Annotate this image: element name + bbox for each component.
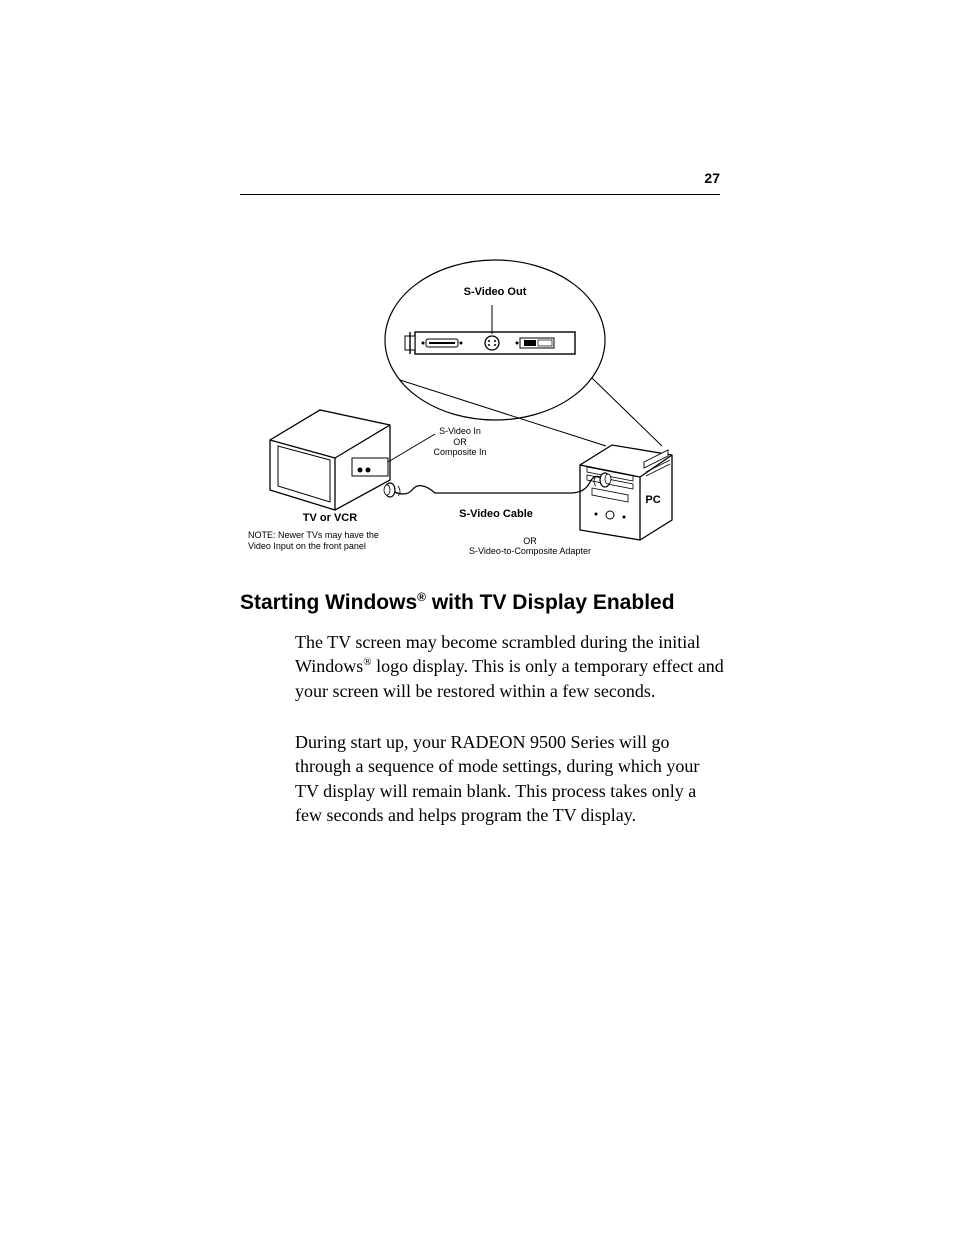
tv-vcr-icon [270, 410, 435, 510]
heading-reg: ® [417, 590, 426, 604]
heading-post: with TV Display Enabled [426, 591, 675, 614]
label-composite-in: Composite In [420, 447, 500, 457]
label-svideo-out: S-Video Out [440, 286, 550, 298]
label-or-1: OR [420, 437, 500, 447]
label-tv-vcr: TV or VCR [290, 512, 370, 524]
pc-icon [580, 445, 672, 540]
label-adapter: S-Video-to-Composite Adapter [430, 546, 630, 556]
connection-diagram: S-Video Out S-Video In OR Composite In T… [240, 240, 720, 560]
p1-reg: ® [363, 656, 371, 668]
svideo-cable-icon [384, 473, 611, 497]
header-rule [240, 194, 720, 195]
paragraph-1: The TV screen may become scrambled durin… [295, 630, 725, 703]
section-heading: Starting Windows® with TV Display Enable… [240, 590, 675, 615]
label-or-2: OR [440, 536, 620, 546]
label-pc: PC [638, 494, 668, 506]
diagram-note: NOTE: Newer TVs may have the Video Input… [248, 530, 398, 553]
paragraph-2: During start up, your RADEON 9500 Series… [295, 730, 725, 827]
page-number: 27 [704, 170, 720, 186]
label-svideo-cable: S-Video Cable [436, 508, 556, 520]
label-svideo-in: S-Video In [420, 426, 500, 436]
heading-pre: Starting Windows [240, 591, 417, 614]
